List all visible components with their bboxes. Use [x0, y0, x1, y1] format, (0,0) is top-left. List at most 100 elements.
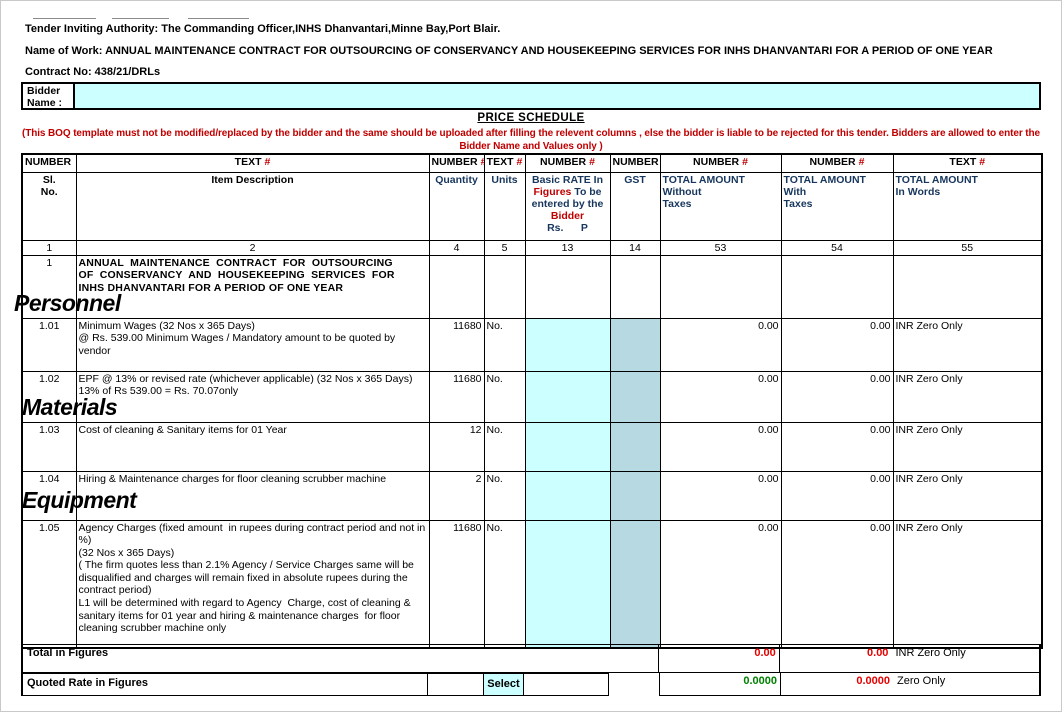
units-cell: No. — [483, 370, 526, 423]
col-header-basic-rate: Basic RATE In Figures To be entered by the… — [524, 171, 611, 241]
units-cell: No. — [483, 519, 526, 649]
table-row-title: 1 ANNUAL MAINTENANCE CONTRACT FOR OUTSOU… — [21, 254, 1043, 319]
item-description-cell: Minimum Wages (32 Nos x 365 Days) @ Rs. … — [75, 317, 430, 372]
gst-cell — [609, 519, 661, 649]
top-underline-3 — [188, 18, 249, 19]
col-number: 1 — [21, 239, 77, 256]
rate-input-cell[interactable] — [524, 317, 611, 372]
rate-header-part: entered by the — [531, 197, 604, 210]
amount-with-taxes-cell — [780, 254, 894, 319]
price-schedule-title: PRICE SCHEDULE — [1, 112, 1061, 124]
quantity-cell: 11680 — [428, 370, 485, 423]
col-number: 2 — [75, 239, 430, 256]
hash-mark: # — [858, 156, 865, 168]
rate-header-part: Basic RATE In — [532, 173, 603, 186]
table-row-1-05: 1.05 Agency Charges (fixed amount in rup… — [21, 519, 1043, 649]
quoted-rate-spacer-cell — [428, 673, 483, 696]
amount-without-taxes-cell: 0.00 — [659, 370, 782, 423]
rate-input-cell[interactable] — [524, 370, 611, 423]
item-description-cell: Agency Charges (fixed amount in rupees d… — [75, 519, 430, 649]
gst-cell — [609, 317, 661, 372]
gst-cell — [609, 254, 661, 319]
total-amount-without-taxes: 0.00 — [658, 645, 779, 672]
table-row-1-02: 1.02 EPF @ 13% or revised rate (whicheve… — [21, 370, 1043, 423]
col-header-sl-no: Sl. No. — [21, 171, 77, 241]
sl-no-cell: 1.03 — [21, 421, 77, 472]
col-number: 55 — [892, 239, 1043, 256]
amount-with-taxes-cell: 0.00 — [780, 519, 894, 649]
hash-mark: # — [481, 156, 483, 168]
amount-in-words-cell: INR Zero Only — [892, 470, 1043, 521]
amount-without-taxes-cell: 0.00 — [659, 519, 782, 649]
boq-table: NUMBER TEXT# NUMBER# TEXT# NUMBER# NUMBE… — [21, 153, 1043, 649]
col-number: 13 — [524, 239, 611, 256]
select-dropdown[interactable]: Select — [483, 673, 524, 696]
bidder-name-label: Bidder Name : — [23, 84, 75, 109]
quoted-rate-label: Quoted Rate in Figures — [21, 673, 428, 696]
type-label: NUMBER — [431, 156, 478, 168]
col-header-item-description: Item Description — [75, 171, 430, 241]
total-amount-in-words: INR Zero Only — [895, 647, 966, 659]
rate-header-part: Rs. P — [547, 221, 588, 234]
type-cell-number: NUMBER# — [524, 153, 611, 173]
table-row-1-04: 1.04 Hiring & Maintenance charges for fl… — [21, 470, 1043, 521]
bidder-name-input[interactable] — [75, 84, 1039, 108]
boq-warning-line-2: Bidder Name and Values only ) — [459, 141, 603, 152]
rate-input-cell[interactable] — [524, 470, 611, 521]
item-description-cell: ANNUAL MAINTENANCE CONTRACT FOR OUTSOURC… — [75, 254, 430, 319]
name-of-work-line: Name of Work: ANNUAL MAINTENANCE CONTRAC… — [25, 45, 993, 57]
col-header-total-in-words: TOTAL AMOUNT In Words — [892, 171, 1043, 241]
quantity-cell: 2 — [428, 470, 485, 521]
units-cell: No. — [483, 317, 526, 372]
quantity-cell: 12 — [428, 421, 485, 472]
amount-with-taxes-cell: 0.00 — [780, 421, 894, 472]
hash-mark: # — [742, 156, 748, 168]
type-label: TEXT — [949, 156, 977, 168]
rate-header-part-red: Figures — [533, 185, 572, 198]
amount-in-words-cell: INR Zero Only — [892, 370, 1043, 423]
type-cell-number: NUMBER# — [780, 153, 894, 173]
top-underline-2 — [112, 18, 169, 19]
type-cell-text: TEXT # — [75, 153, 430, 173]
section-label-personnel: Personnel — [14, 290, 121, 316]
hash-mark: # — [516, 156, 523, 168]
type-cell-text: TEXT # — [483, 153, 526, 173]
amount-without-taxes-cell: 0.00 — [659, 470, 782, 521]
gst-cell — [609, 370, 661, 423]
col-header-total-without-taxes: TOTAL AMOUNT Without Taxes — [659, 171, 782, 241]
quantity-cell: 11680 — [428, 519, 485, 649]
col-number: 53 — [659, 239, 782, 256]
sl-no-cell: 1.01 — [21, 317, 77, 372]
column-label-row: Sl. No. Item Description Quantity Units … — [21, 171, 1043, 241]
col-number: 14 — [609, 239, 661, 256]
quantity-cell: 11680 — [428, 317, 485, 372]
type-cell-number: NUMBER# — [659, 153, 782, 173]
amount-in-words-cell — [892, 254, 1043, 319]
total-in-figures-label: Total in Figures — [27, 647, 109, 659]
hash-mark: # — [589, 156, 595, 168]
amount-without-taxes-cell: 0.00 — [659, 421, 782, 472]
rate-header-part: To be — [571, 185, 602, 198]
rate-input-cell[interactable] — [524, 421, 611, 472]
col-header-total-with-taxes: TOTAL AMOUNT With Taxes — [780, 171, 894, 241]
section-label-equipment: Equipment — [22, 487, 137, 513]
units-cell — [483, 254, 526, 319]
rate-input-cell[interactable] — [524, 519, 611, 649]
table-row-1-01: 1.01 Minimum Wages (32 Nos x 365 Days) @… — [21, 317, 1043, 372]
col-number: 54 — [780, 239, 894, 256]
gst-cell — [609, 470, 661, 521]
quoted-rate-in-words: Zero Only — [892, 673, 1041, 696]
rate-header-part-red: Bidder — [550, 209, 585, 222]
total-in-figures-row: Total in Figures 0.00 0.00 INR Zero Only — [21, 644, 1041, 673]
col-number: 4 — [428, 239, 485, 256]
amount-with-taxes-cell: 0.00 — [780, 370, 894, 423]
amount-in-words-cell: INR Zero Only — [892, 519, 1043, 649]
amount-with-taxes-cell: 0.00 — [780, 317, 894, 372]
quantity-cell — [428, 254, 485, 319]
amount-without-taxes-cell — [659, 254, 782, 319]
units-cell: No. — [483, 421, 526, 472]
sl-no-cell: 1.05 — [21, 519, 77, 649]
col-header-quantity: Quantity — [428, 171, 485, 241]
sl-no-cell: 1 — [21, 254, 77, 319]
